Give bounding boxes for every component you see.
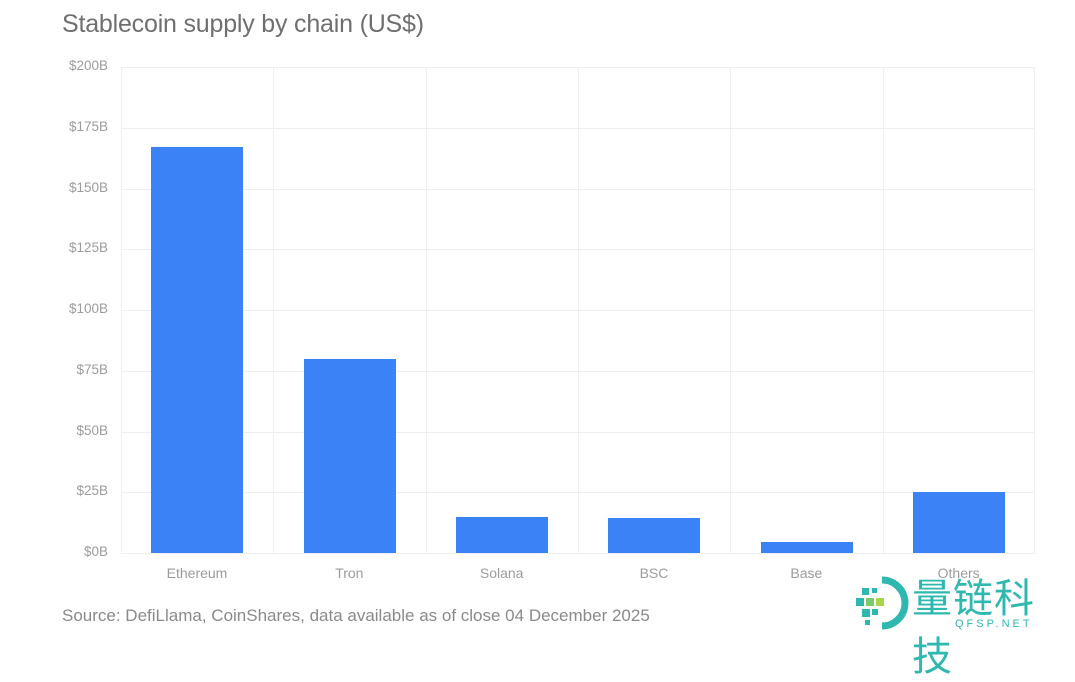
gridline-vertical — [273, 67, 275, 553]
bar-bsc — [608, 517, 701, 553]
y-tick-label: $50B — [76, 422, 108, 438]
bar-solana — [455, 516, 548, 553]
y-tick-label: $0B — [83, 544, 108, 559]
bar-tron — [303, 358, 396, 553]
x-tick-label: BSC — [639, 565, 669, 581]
bar-others — [912, 492, 1005, 553]
watermark-logo: 量链科技 QFSP.NET — [852, 572, 1075, 680]
gridline-vertical — [730, 67, 732, 553]
y-tick-label: $75B — [76, 361, 108, 377]
bar-base — [760, 542, 853, 553]
gridline-vertical — [578, 67, 579, 553]
source-note: Source: DefiLlama, CoinShares, data avai… — [62, 606, 650, 625]
y-tick-label: $200B — [68, 58, 108, 73]
x-tick-label: Others — [937, 565, 980, 581]
gridline-vertical — [882, 67, 884, 553]
y-tick-label: $25B — [76, 483, 108, 499]
chart-title: Stablecoin supply by chain (US$) — [62, 10, 424, 38]
x-tick-label: Base — [790, 565, 823, 581]
x-tick-label: Ethereum — [166, 565, 228, 581]
gridline-horizontal — [121, 553, 1035, 554]
gridline-vertical — [121, 67, 122, 553]
y-tick-label: $125B — [68, 240, 108, 256]
bar-ethereum — [151, 147, 244, 553]
y-tick-label: $175B — [68, 118, 108, 134]
watermark-subtext: QFSP.NET — [955, 618, 1033, 630]
x-tick-label: Solana — [479, 565, 524, 581]
logo-icon — [856, 576, 909, 630]
y-tick-label: $150B — [68, 179, 108, 195]
x-tick-label: Tron — [335, 565, 364, 581]
y-tick-label: $100B — [68, 301, 108, 316]
plot-area — [121, 67, 1035, 554]
gridline-vertical — [1034, 67, 1035, 553]
gridline-vertical — [425, 67, 427, 553]
